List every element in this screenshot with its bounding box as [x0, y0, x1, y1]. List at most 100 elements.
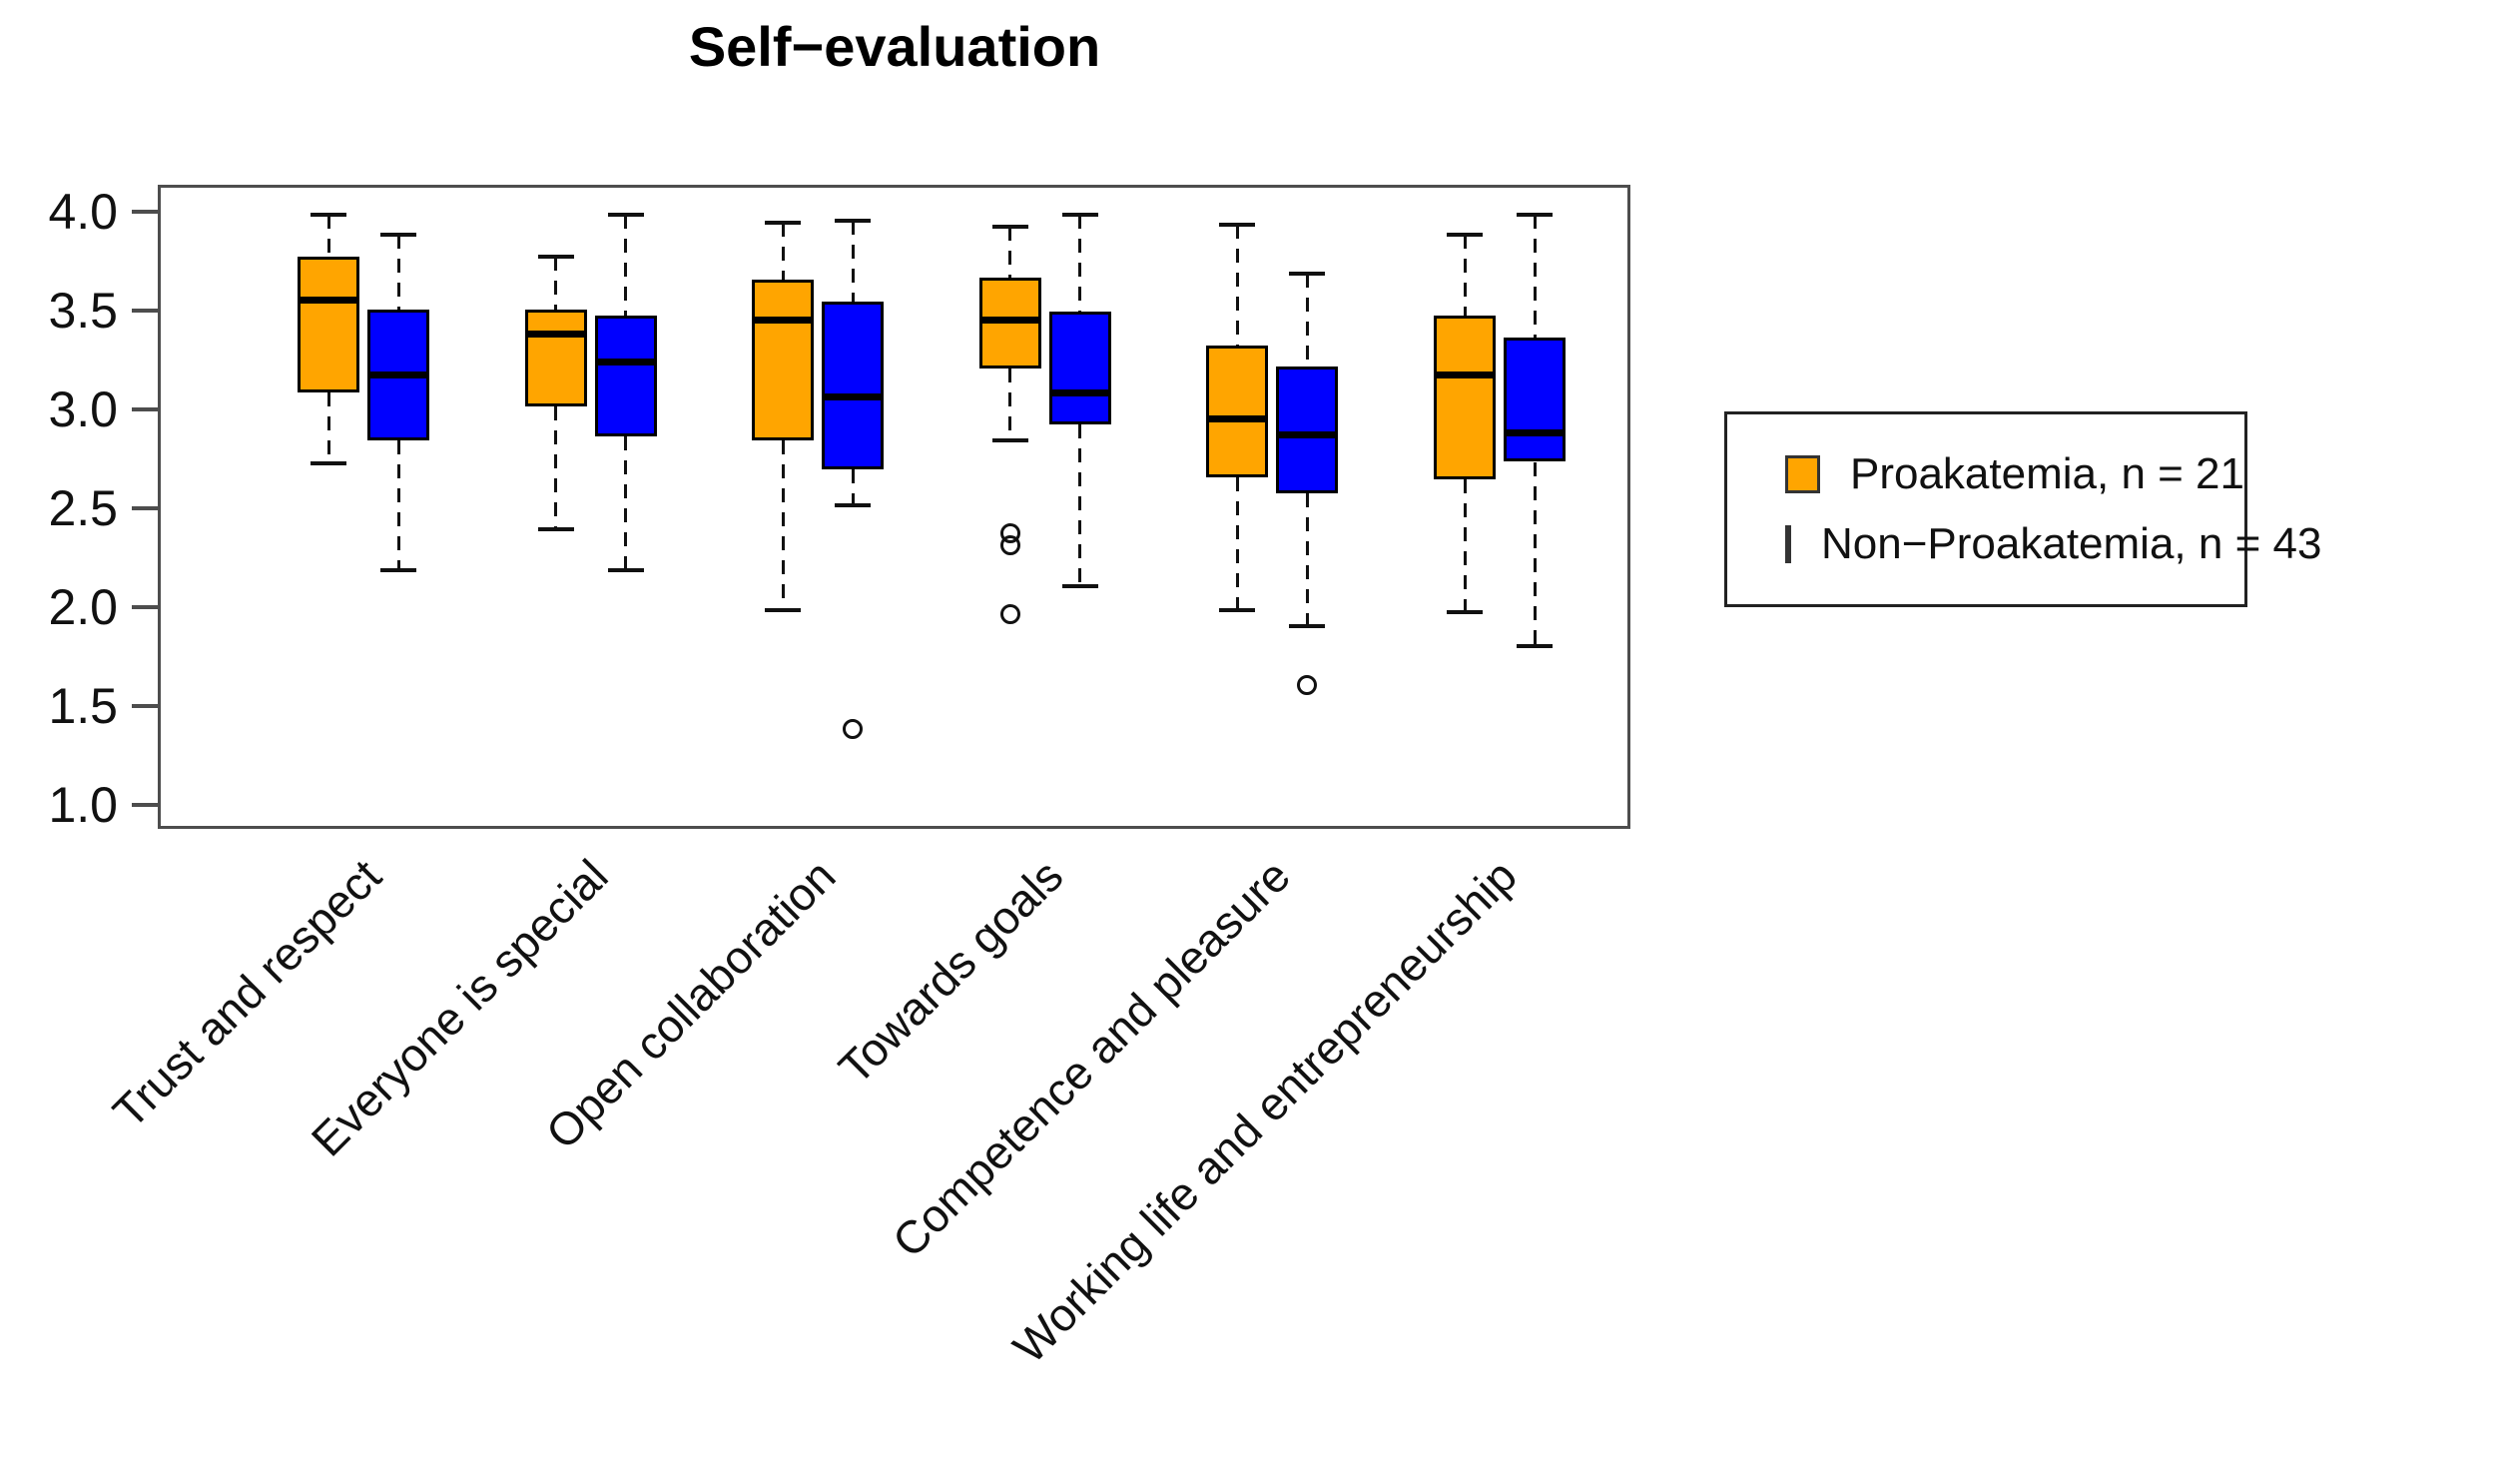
whisker-cap-top	[311, 213, 346, 217]
whisker-cap-bottom	[1219, 608, 1256, 612]
whisker-upper	[554, 256, 558, 311]
y-axis-tick	[132, 704, 158, 708]
whisker-lower	[1305, 493, 1309, 626]
whisker-lower	[1463, 479, 1467, 612]
whisker-lower	[1008, 369, 1012, 440]
legend-swatch-non-proakatemia	[1785, 525, 1791, 563]
box-non-proakatemia	[1504, 337, 1566, 462]
legend-entry-proakatemia: Proakatemia, n = 21	[1785, 449, 2244, 499]
whisker-lower	[396, 439, 400, 571]
whisker-cap-bottom	[607, 568, 644, 573]
median-line	[594, 358, 657, 366]
legend-swatch-proakatemia	[1785, 455, 1820, 493]
outlier-point	[999, 603, 1020, 624]
whisker-lower	[1235, 477, 1239, 610]
box-proakatemia	[1206, 345, 1269, 478]
whisker-cap-top	[835, 218, 872, 223]
whisker-lower	[554, 406, 558, 529]
whisker-cap-bottom	[1289, 623, 1326, 628]
whisker-upper	[396, 234, 400, 311]
median-line	[752, 316, 815, 324]
whisker-cap-top	[537, 254, 574, 259]
whisker-cap-top	[1517, 213, 1553, 217]
whisker-upper	[1078, 215, 1082, 313]
outlier-point	[999, 534, 1020, 555]
whisker-cap-bottom	[1517, 643, 1553, 648]
y-axis-tick-label: 1.5	[48, 678, 118, 734]
median-line	[822, 393, 885, 401]
x-axis-label: Towards goals	[828, 849, 1073, 1095]
y-axis-tick-label: 2.5	[48, 480, 118, 536]
whisker-upper	[326, 215, 330, 257]
whisker-cap-top	[1447, 232, 1483, 237]
legend-entry-non-proakatemia: Non−Proakatemia, n = 43	[1785, 519, 2321, 569]
whisker-upper	[1008, 226, 1012, 279]
box-non-proakatemia	[822, 302, 885, 470]
y-axis-tick	[132, 309, 158, 313]
legend-box: Proakatemia, n = 21 Non−Proakatemia, n =…	[1724, 411, 2321, 607]
chart-title: Self−evaluation	[688, 15, 1101, 78]
y-axis-tick-label: 2.0	[48, 579, 118, 635]
legend-label-non-proakatemia: Non−Proakatemia, n = 43	[1821, 519, 2322, 568]
box-proakatemia	[298, 256, 359, 393]
box-non-proakatemia	[1048, 312, 1111, 424]
whisker-cap-bottom	[835, 503, 872, 508]
whisker-upper	[851, 220, 855, 303]
whisker-cap-top	[765, 220, 802, 225]
whisker-cap-bottom	[991, 437, 1028, 442]
whisker-lower	[781, 439, 785, 610]
whisker-cap-top	[1219, 222, 1256, 227]
median-line	[1048, 389, 1111, 397]
whisker-lower	[326, 392, 330, 464]
median-line	[1206, 414, 1269, 422]
box-non-proakatemia	[1276, 367, 1339, 494]
whisker-cap-bottom	[311, 461, 346, 466]
y-axis-tick-label: 4.0	[48, 184, 118, 240]
box-proakatemia	[752, 280, 815, 440]
y-axis-tick	[132, 506, 158, 510]
plot-area	[158, 185, 1630, 829]
median-line	[1276, 430, 1339, 438]
whisker-upper	[1463, 234, 1467, 316]
median-line	[367, 371, 429, 379]
whisker-lower	[851, 469, 855, 506]
whisker-cap-bottom	[1061, 584, 1098, 589]
whisker-cap-bottom	[765, 608, 802, 612]
median-line	[1504, 428, 1566, 436]
median-line	[298, 297, 359, 305]
x-axis-label: Working life and entrepreneurship	[1003, 849, 1528, 1373]
whisker-cap-top	[1061, 213, 1098, 217]
y-axis-tick	[132, 605, 158, 609]
y-axis-tick	[132, 210, 158, 214]
whisker-cap-bottom	[537, 526, 574, 531]
y-axis-tick-label: 3.5	[48, 283, 118, 339]
box-proakatemia	[524, 310, 587, 407]
y-axis-tick-label: 1.0	[48, 777, 118, 833]
whisker-cap-top	[991, 224, 1028, 229]
median-line	[524, 330, 587, 338]
whisker-lower	[624, 435, 628, 571]
legend-label-proakatemia: Proakatemia, n = 21	[1849, 449, 2244, 498]
whisker-cap-top	[1289, 272, 1326, 277]
whisker-upper	[1533, 215, 1537, 338]
outlier-point	[843, 718, 864, 739]
whisker-upper	[1305, 274, 1309, 368]
outlier-point	[1297, 675, 1318, 696]
whisker-upper	[1235, 224, 1239, 346]
whisker-lower	[1533, 461, 1537, 646]
whisker-upper	[781, 222, 785, 281]
y-axis-tick	[132, 407, 158, 411]
box-proakatemia	[1434, 315, 1496, 480]
whisker-cap-bottom	[380, 568, 416, 573]
median-line	[978, 316, 1041, 324]
median-line	[1434, 371, 1496, 379]
whisker-cap-top	[607, 213, 644, 217]
whisker-lower	[1078, 423, 1082, 587]
x-axis-label: Competence and pleasure	[882, 849, 1300, 1267]
whisker-upper	[624, 215, 628, 316]
y-axis-tick	[132, 803, 158, 807]
whisker-cap-bottom	[1447, 609, 1483, 614]
whisker-cap-top	[380, 232, 416, 237]
box-non-proakatemia	[594, 315, 657, 436]
